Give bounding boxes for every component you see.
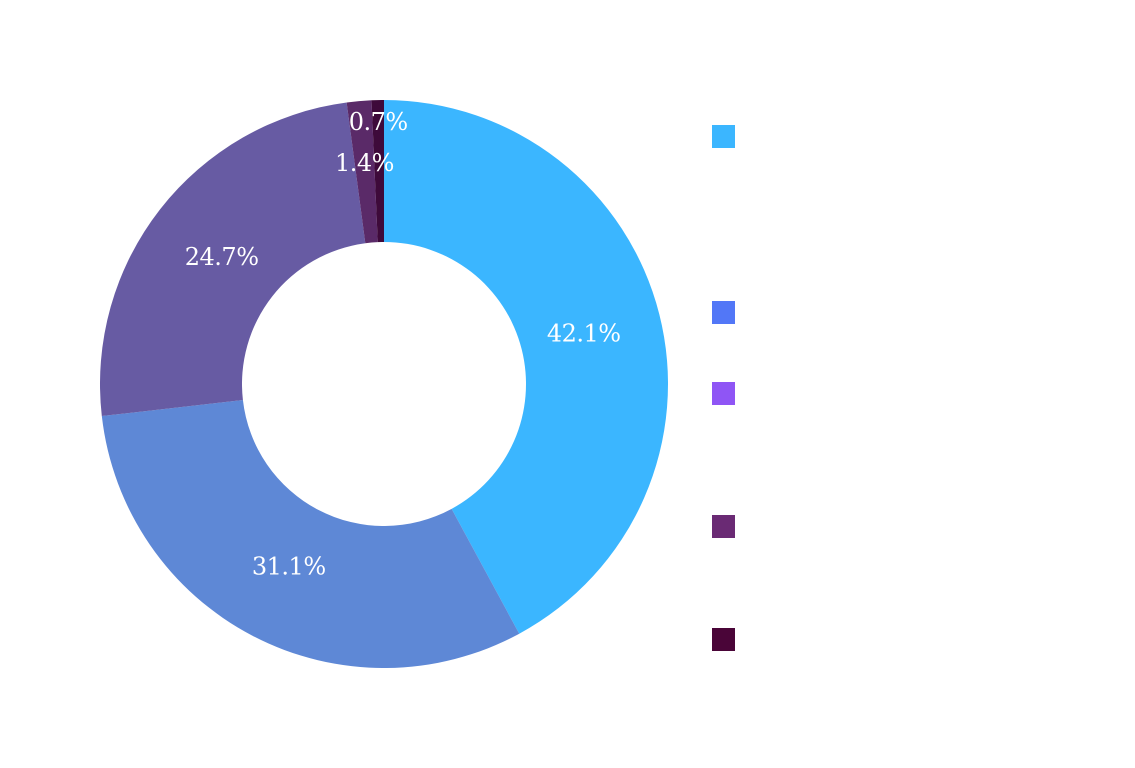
legend-swatch — [712, 515, 735, 538]
legend — [712, 0, 1112, 768]
slice-2[interactable] — [101, 400, 520, 668]
legend-item-2[interactable] — [712, 301, 745, 324]
slice-3[interactable] — [99, 102, 366, 417]
legend-item-4[interactable] — [712, 515, 745, 538]
slice-label-4: 1.4% — [335, 149, 394, 177]
legend-swatch — [712, 628, 735, 651]
slice-4[interactable] — [346, 100, 378, 244]
legend-swatch — [712, 125, 735, 148]
legend-item-3[interactable] — [712, 382, 745, 405]
slice-1[interactable] — [384, 100, 668, 634]
slice-label-5: 0.7% — [349, 108, 408, 136]
legend-item-1[interactable] — [712, 125, 745, 148]
legend-swatch — [712, 382, 735, 405]
legend-item-5[interactable] — [712, 628, 745, 651]
slice-label-2: 31.1% — [252, 553, 326, 581]
slice-label-3: 24.7% — [185, 243, 259, 271]
slice-label-1: 42.1% — [547, 319, 621, 347]
slice-labels-group: 42.1% 31.1% 24.7% 1.4% 0.7% — [185, 108, 621, 581]
slices-group — [99, 100, 668, 668]
slice-5[interactable] — [371, 100, 384, 243]
donut-chart: 42.1% 31.1% 24.7% 1.4% 0.7% — [99, 100, 668, 668]
legend-swatch — [712, 301, 735, 324]
